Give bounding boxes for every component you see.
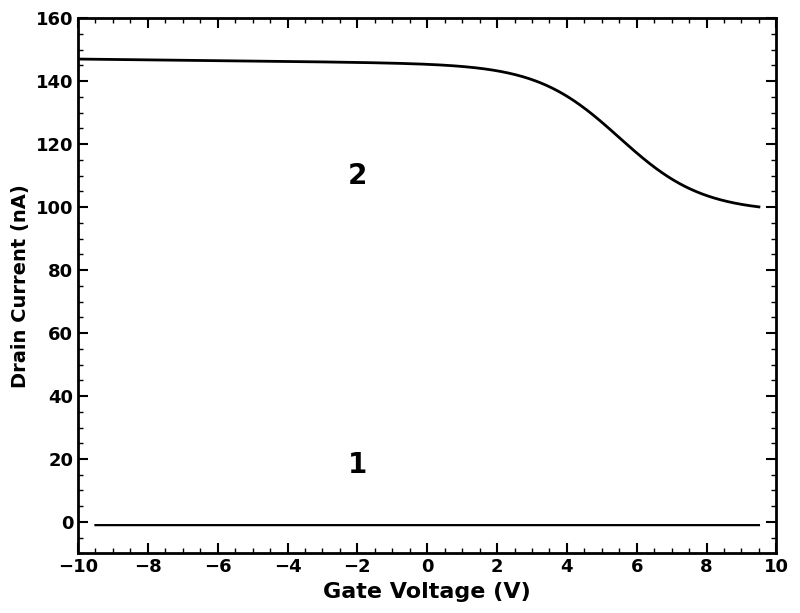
X-axis label: Gate Voltage (V): Gate Voltage (V) [323, 582, 531, 602]
Text: 2: 2 [348, 162, 367, 189]
Text: 1: 1 [348, 451, 367, 479]
Y-axis label: Drain Current (nA): Drain Current (nA) [11, 184, 30, 387]
